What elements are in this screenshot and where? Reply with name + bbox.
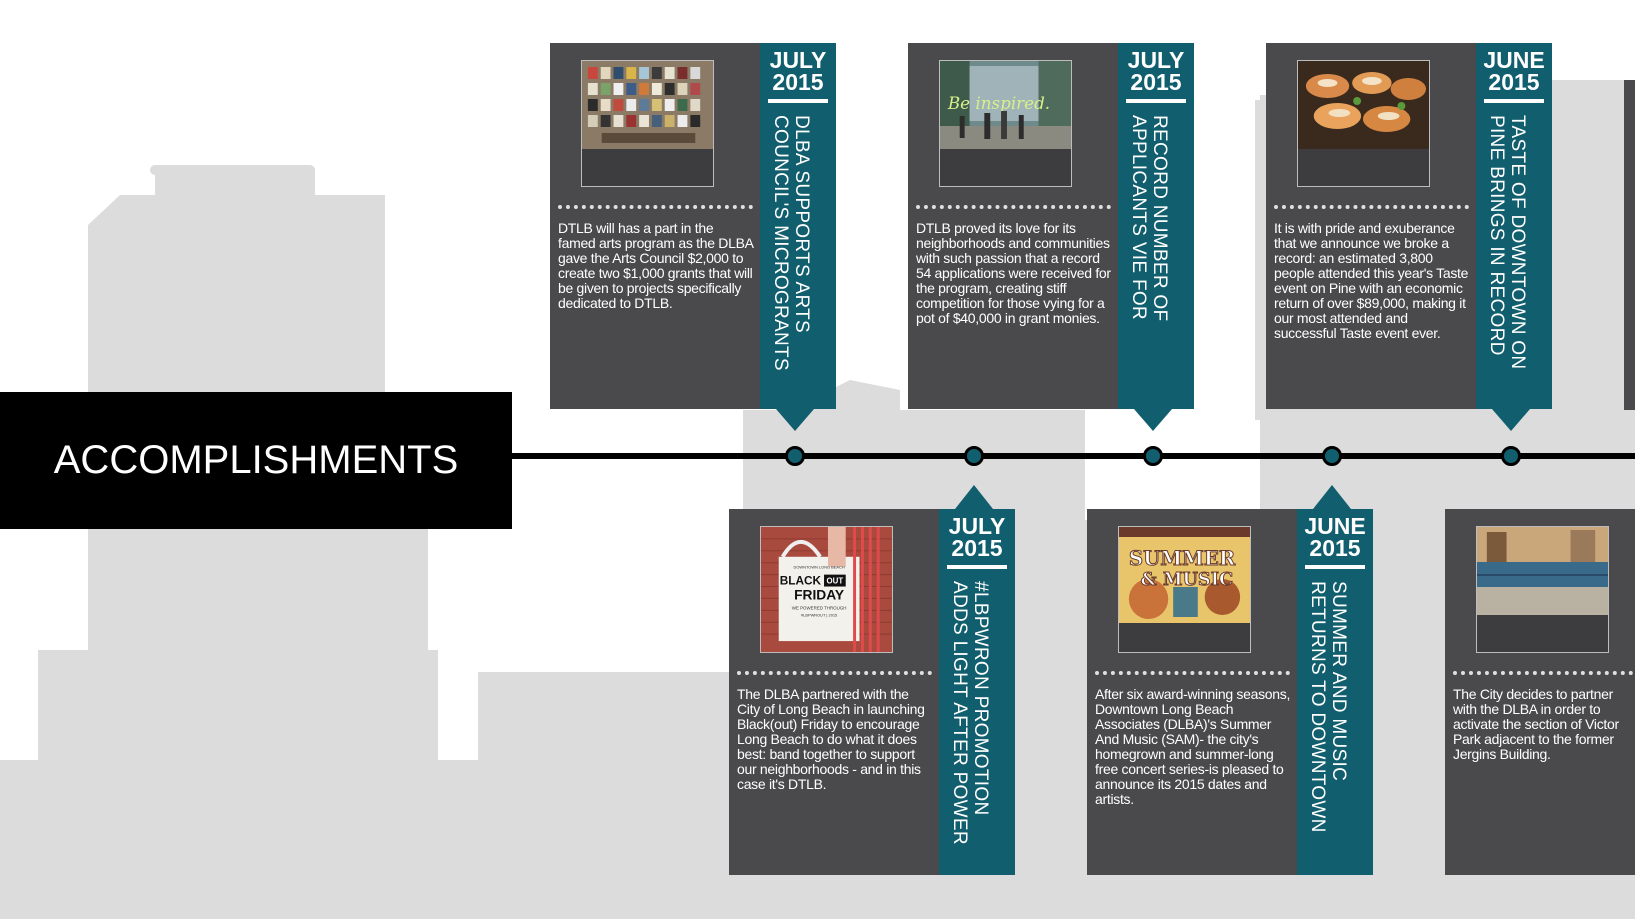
event-date-tab: JULY 2015 DLBA SUPPORTS ARTS COUNCIL'S M… — [760, 43, 836, 409]
event-date: JUNE 2015 — [1304, 513, 1366, 561]
dotted-divider — [737, 671, 932, 675]
event-thumbnail[interactable] — [1297, 60, 1430, 187]
timeline-card-arts-microgrants[interactable]: DTLB will has a part in the famed arts p… — [550, 43, 836, 409]
pointer-arrow — [776, 409, 814, 431]
date-underline — [1126, 99, 1186, 103]
event-thumbnail[interactable] — [1476, 526, 1609, 653]
svg-text:FRIDAY: FRIDAY — [794, 586, 844, 602]
date-underline — [947, 565, 1007, 569]
event-thumbnail[interactable] — [581, 60, 714, 187]
timeline-card-lbpwron-promotion[interactable]: DOWNTOWN LONG BEACH BLACK OUT FRIDAY WE … — [729, 509, 1015, 875]
event-title[interactable]: RECORD NUMBER OF APPLICANTS VIE FOR — [1128, 115, 1170, 322]
event-title[interactable]: #LBPWRON PROMOTION ADDS LIGHT AFTER POWE… — [949, 581, 991, 845]
date-underline — [768, 99, 828, 103]
event-date-tab: JULY 2015 #LBPWRON PROMOTION ADDS LIGHT … — [939, 509, 1015, 875]
dotted-divider — [1095, 671, 1290, 675]
event-title[interactable]: TASTE OF DOWNTOWN ON PINE BRINGS IN RECO… — [1486, 115, 1528, 370]
date-underline — [1484, 99, 1544, 103]
timeline-card-summer-and-music[interactable]: SUMMER & MUSIC After six award-winning s… — [1087, 509, 1373, 875]
date-underline — [1305, 565, 1365, 569]
event-thumbnail[interactable]: Be inspired. — [939, 60, 1072, 187]
event-thumbnail[interactable]: DOWNTOWN LONG BEACH BLACK OUT FRIDAY WE … — [760, 526, 893, 653]
timeline-card-record-applicants[interactable]: Be inspired. DTLB proved its love for it… — [908, 43, 1194, 409]
event-description: The DLBA partnered with the City of Long… — [737, 686, 925, 792]
svg-text:WE POWERED THROUGH: WE POWERED THROUGH — [792, 605, 847, 610]
pointer-arrow — [1134, 409, 1172, 431]
pointer-arrow — [1492, 409, 1530, 431]
timeline-card-partial — [1624, 80, 1635, 410]
dotted-divider — [1453, 671, 1633, 675]
dotted-divider — [916, 205, 1111, 209]
event-date-tab: JULY 2015 RECORD NUMBER OF APPLICANTS VI… — [1118, 43, 1194, 409]
svg-text:OUT: OUT — [827, 577, 844, 586]
svg-text:BLACK: BLACK — [780, 574, 822, 588]
event-date: JUNE 2015 — [1483, 47, 1545, 95]
event-date-tab: JUNE 2015 TASTE OF DOWNTOWN ON PINE BRIN… — [1476, 43, 1552, 409]
pointer-arrow — [955, 485, 993, 509]
food-platter-image — [1298, 61, 1429, 149]
timeline-line — [512, 453, 1635, 459]
artwork-grid-image — [582, 61, 713, 149]
dotted-divider — [558, 205, 753, 209]
event-title[interactable]: DLBA SUPPORTS ARTS COUNCIL'S MICROGRANTS — [770, 115, 812, 371]
svg-text:Be inspired.: Be inspired. — [947, 93, 1050, 113]
timeline-dot[interactable] — [1501, 446, 1521, 466]
event-title[interactable]: SUMMER AND MUSIC RETURNS TO DOWNTOWN — [1307, 581, 1349, 833]
page-title: ACCOMPLISHMENTS — [53, 438, 459, 482]
accomplishments-banner: ACCOMPLISHMENTS — [0, 392, 512, 529]
pointer-arrow — [1313, 485, 1351, 509]
timeline-card-victory-park[interactable]: The City decides to partner with the DLB… — [1445, 509, 1635, 875]
event-date: JULY 2015 — [948, 513, 1006, 561]
event-description: DTLB will has a part in the famed arts p… — [558, 220, 753, 311]
timeline-dot[interactable] — [1322, 446, 1342, 466]
timeline-dot[interactable] — [1143, 446, 1163, 466]
event-thumbnail[interactable]: SUMMER & MUSIC — [1118, 526, 1251, 653]
timeline-dot[interactable] — [964, 446, 984, 466]
event-date: JULY 2015 — [769, 47, 827, 95]
victory-park-image — [1477, 527, 1608, 615]
event-description: It is with pride and exuberance that we … — [1274, 220, 1469, 341]
event-description: The City decides to partner with the DLB… — [1453, 686, 1619, 762]
timeline-card-taste-of-downtown[interactable]: It is with pride and exuberance that we … — [1266, 43, 1552, 409]
be-inspired-mural-image: Be inspired. — [940, 61, 1071, 149]
svg-text:DOWNTOWN LONG BEACH: DOWNTOWN LONG BEACH — [794, 565, 845, 570]
timeline-dot[interactable] — [785, 446, 805, 466]
event-date-tab: JUNE 2015 SUMMER AND MUSIC RETURNS TO DO… — [1297, 509, 1373, 875]
event-description: DTLB proved its love for its neighborhoo… — [916, 220, 1111, 326]
blackout-friday-tote-image: DOWNTOWN LONG BEACH BLACK OUT FRIDAY WE … — [761, 527, 892, 652]
summer-and-music-poster-image: SUMMER & MUSIC — [1119, 527, 1250, 623]
event-date: JULY 2015 — [1127, 47, 1185, 95]
event-description: After six award-winning seasons, Downtow… — [1095, 686, 1291, 807]
svg-text:#LBPWROUT | 2015: #LBPWROUT | 2015 — [801, 612, 838, 617]
svg-text:SUMMER: SUMMER — [1129, 546, 1236, 570]
svg-text:& MUSIC: & MUSIC — [1141, 569, 1233, 590]
dotted-divider — [1274, 205, 1469, 209]
